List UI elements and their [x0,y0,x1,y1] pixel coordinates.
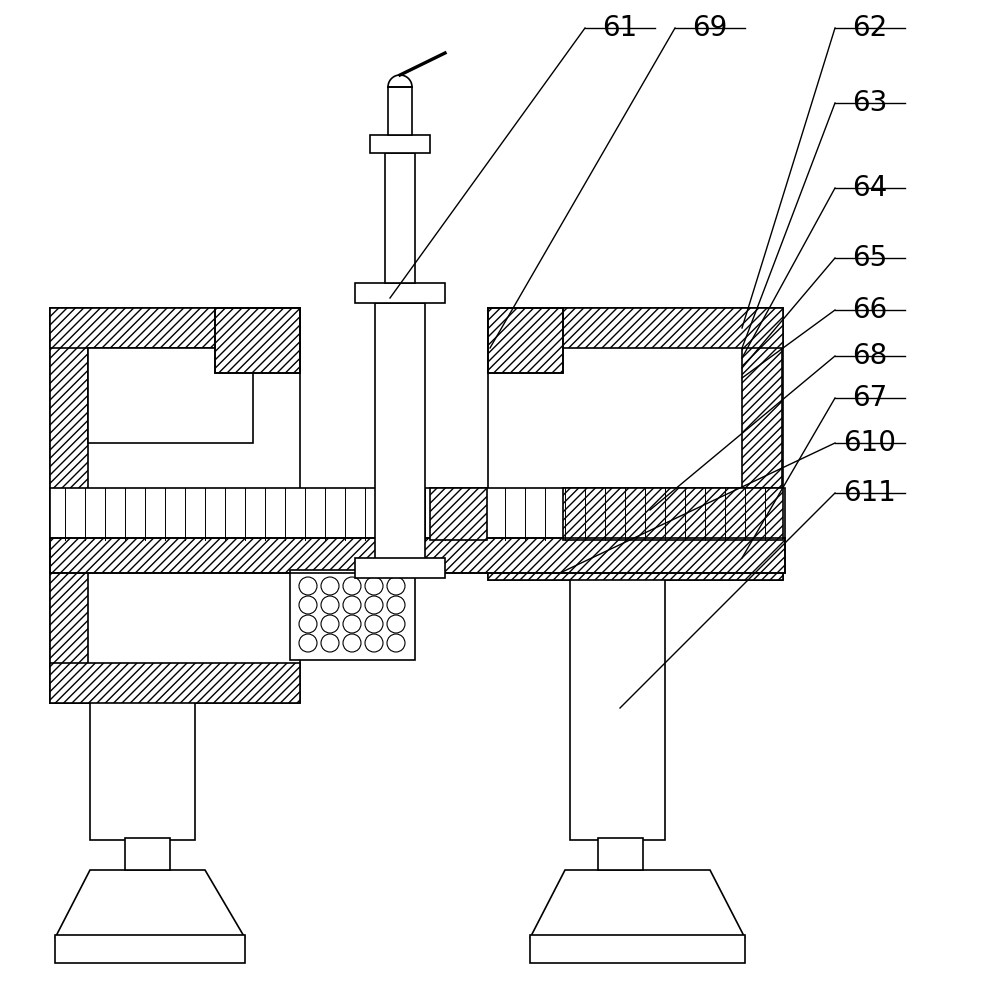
Bar [50,308,300,703]
Bar [50,308,88,703]
Text: 611: 611 [844,479,896,507]
Bar [355,283,445,303]
Bar [50,538,785,573]
Bar [385,153,415,283]
Text: 69: 69 [692,14,728,42]
Bar [290,570,415,660]
Bar [375,303,425,573]
Bar [125,838,170,870]
Bar [90,700,195,840]
Bar [488,308,783,580]
Bar [50,308,300,348]
Bar [488,308,783,348]
Bar [742,308,782,580]
Bar [355,558,445,578]
Text: 64: 64 [852,174,888,202]
Bar [50,488,785,540]
Bar [430,488,487,540]
Text: 66: 66 [852,296,888,324]
Bar [598,838,643,870]
Polygon shape [55,870,245,938]
Text: 67: 67 [852,384,888,412]
Bar [55,935,245,963]
Bar [388,87,412,135]
Text: 63: 63 [852,89,888,117]
Bar [488,308,563,373]
Bar [88,348,253,443]
Bar [50,538,785,573]
Bar [488,550,783,580]
Text: 68: 68 [852,342,888,370]
Bar [570,575,665,840]
Bar [215,308,300,373]
Bar [215,308,300,373]
Bar [50,663,300,703]
Text: 65: 65 [852,244,888,272]
Text: 62: 62 [852,14,888,42]
Text: 610: 610 [844,429,896,457]
Bar [488,308,563,373]
Bar [530,935,745,963]
Text: 61: 61 [602,14,638,42]
Polygon shape [530,870,745,938]
Bar [370,135,430,153]
Bar [563,488,783,540]
